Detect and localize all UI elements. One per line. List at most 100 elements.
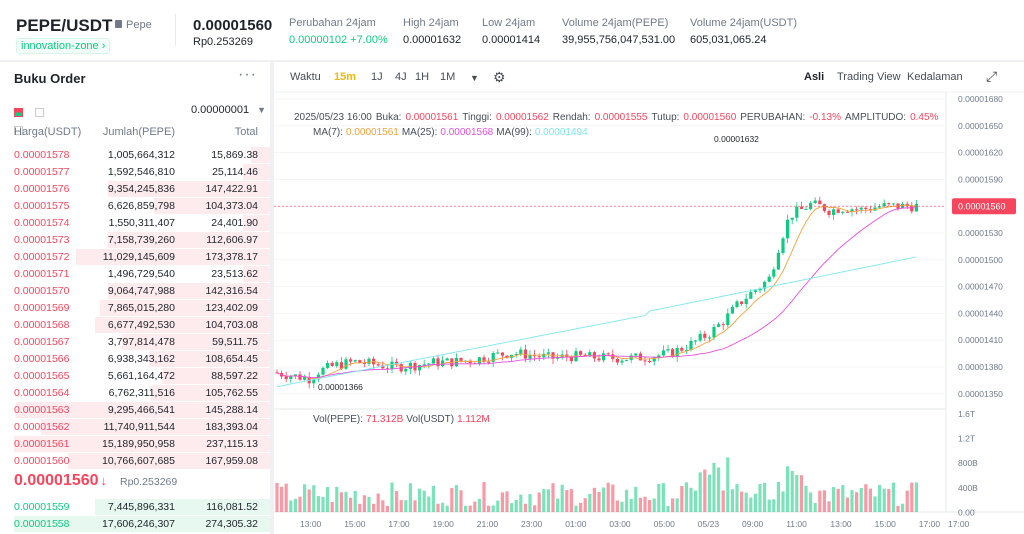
time-tick: 15:00 <box>344 519 366 529</box>
depth-bar <box>75 249 270 265</box>
volume-bar <box>795 474 799 512</box>
view-tab[interactable]: Asli <box>804 71 825 83</box>
order-qty: 1,496,729,540 <box>107 268 175 280</box>
order-row[interactable]: 0.00001573 7,158,739,260 112,606.97 <box>0 231 270 248</box>
precision-select[interactable]: 0.00000001 ▼ <box>191 104 266 116</box>
volume-bar <box>381 500 385 512</box>
order-row[interactable]: 0.00001559 7,445,896,331 116,081.52 <box>0 498 270 515</box>
order-total: 104,703.08 <box>205 319 258 331</box>
candle-body <box>477 357 481 364</box>
order-row[interactable]: 0.00001571 1,496,729,540 23,513.62 <box>0 265 270 282</box>
order-row[interactable]: 0.00001565 5,661,164,472 88,597.22 <box>0 367 270 384</box>
volume-bar <box>689 487 693 512</box>
candle-body <box>891 203 895 205</box>
vol-v1: 71.312B <box>366 414 404 425</box>
price-tick: 0.00001530 <box>958 228 1003 238</box>
volume-bar <box>730 489 734 512</box>
info-icon[interactable] <box>115 20 122 28</box>
more-intervals-caret-icon[interactable]: ▼ <box>470 73 479 83</box>
interval-tab[interactable]: 4J <box>395 71 407 83</box>
ohlc-open_l: Buka: <box>376 112 402 123</box>
interval-tab[interactable]: 15m <box>334 71 357 83</box>
volume-bar <box>634 486 638 512</box>
order-price: 0.00001569 <box>14 302 70 314</box>
order-row[interactable]: 0.00001574 1,550,311,407 24,401.90 <box>0 214 270 231</box>
book-view-toggle[interactable] <box>14 104 74 135</box>
settings-gear-icon[interactable]: ⚙ <box>493 69 506 85</box>
volume-bar <box>395 491 399 512</box>
volume-bar <box>542 489 546 512</box>
view-tab[interactable]: Kedalaman <box>907 71 963 83</box>
depth-bar <box>243 164 270 180</box>
order-row[interactable]: 0.00001577 1,592,546,810 25,114.46 <box>0 163 270 180</box>
order-price: 0.00001559 <box>14 501 70 513</box>
order-price: 0.00001575 <box>14 200 70 212</box>
interval-tab[interactable]: 1M <box>440 71 456 83</box>
candle-body <box>445 358 449 361</box>
depth-bar <box>251 147 270 163</box>
volume-bar <box>887 489 891 512</box>
view-tab[interactable]: Trading View <box>837 71 901 83</box>
fullscreen-icon[interactable]: ⤢ <box>986 68 998 84</box>
order-row[interactable]: 0.00001569 7,865,015,280 123,402.09 <box>0 299 270 316</box>
order-row[interactable]: 0.00001568 6,677,492,530 104,703.08 <box>0 316 270 333</box>
volume-bar <box>289 500 293 512</box>
volume-bar <box>735 484 739 512</box>
depth-bar <box>99 300 270 316</box>
order-row[interactable]: 0.00001561 15,189,950,958 237,115.13 <box>0 435 270 452</box>
candlestick-chart[interactable]: 0.00001680 0.00001650 0.00001620 0.00001590… <box>274 62 1024 534</box>
stat-block: Volume 24jam(USDT) 605,031,065.24 <box>690 17 797 46</box>
volume-bar <box>749 497 753 512</box>
volume-bar <box>579 502 583 512</box>
ohlc-chg_l: PERUBAHAN: <box>740 112 805 123</box>
volume-bar <box>629 498 633 512</box>
symbol-title[interactable]: PEPE/USDT <box>16 16 113 35</box>
candle-body <box>675 347 679 357</box>
time-tick: 05/23 <box>698 519 720 529</box>
volume-bar <box>436 503 440 512</box>
order-row[interactable]: 0.00001572 11,029,145,609 173,378.17 <box>0 248 270 265</box>
zone-badge[interactable]: innovation-zone › <box>16 38 111 54</box>
book-bids-icon[interactable] <box>35 108 44 117</box>
candle-body <box>533 355 537 357</box>
volume-bar <box>721 490 725 512</box>
candle-body <box>661 350 665 356</box>
volume-bar <box>845 497 849 512</box>
order-row[interactable]: 0.00001576 9,354,245,836 147,422.91 <box>0 180 270 197</box>
order-qty: 9,354,245,836 <box>107 183 175 195</box>
order-total: 25,114.46 <box>212 166 258 178</box>
order-row[interactable]: 0.00001570 9,064,747,988 142,316.54 <box>0 282 270 299</box>
volume-bar <box>546 489 550 512</box>
more-icon[interactable]: ··· <box>238 66 257 83</box>
candle-body <box>528 355 532 359</box>
volume-bar <box>891 482 895 512</box>
volume-bar <box>878 485 882 512</box>
order-price: 0.00001574 <box>14 217 70 229</box>
order-row[interactable]: 0.00001567 3,797,814,478 59,511.75 <box>0 333 270 350</box>
interval-tab[interactable]: 1H <box>415 71 430 83</box>
volume-bar <box>859 487 863 512</box>
stat-block: High 24jam 0.00001632 <box>403 17 461 46</box>
order-row[interactable]: 0.00001562 11,740,911,544 183,393.04 <box>0 418 270 435</box>
candle-body <box>431 358 435 364</box>
order-row[interactable]: 0.00001578 1,005,664,312 15,869.38 <box>0 146 270 163</box>
ma-legend: MA(7): 0.00001561 MA(25): 0.00001568 MA(99):… <box>313 127 588 138</box>
order-row[interactable]: 0.00001560 10,766,607,685 167,959.08 <box>0 452 270 469</box>
candle-body <box>514 353 518 355</box>
order-row[interactable]: 0.00001566 6,938,343,162 108,654.45 <box>0 350 270 367</box>
time-tick: 13:00 <box>830 519 852 529</box>
candle-body <box>878 206 882 208</box>
candle-body <box>523 349 527 359</box>
volume-bar <box>560 484 564 512</box>
candle-body <box>726 313 730 326</box>
order-row[interactable]: 0.00001558 17,606,246,307 274,305.32 <box>0 515 270 532</box>
order-qty: 7,158,739,260 <box>107 234 175 246</box>
book-asks-icon[interactable] <box>14 126 23 135</box>
order-total: 173,378.17 <box>205 251 258 263</box>
interval-tab[interactable]: 1J <box>371 71 383 83</box>
volume-bar <box>390 482 394 512</box>
order-row[interactable]: 0.00001564 6,762,311,516 105,762.55 <box>0 384 270 401</box>
order-row[interactable]: 0.00001563 9,295,466,541 145,288.14 <box>0 401 270 418</box>
order-row[interactable]: 0.00001575 6,626,859,798 104,373.04 <box>0 197 270 214</box>
book-both-icon[interactable] <box>14 108 23 117</box>
